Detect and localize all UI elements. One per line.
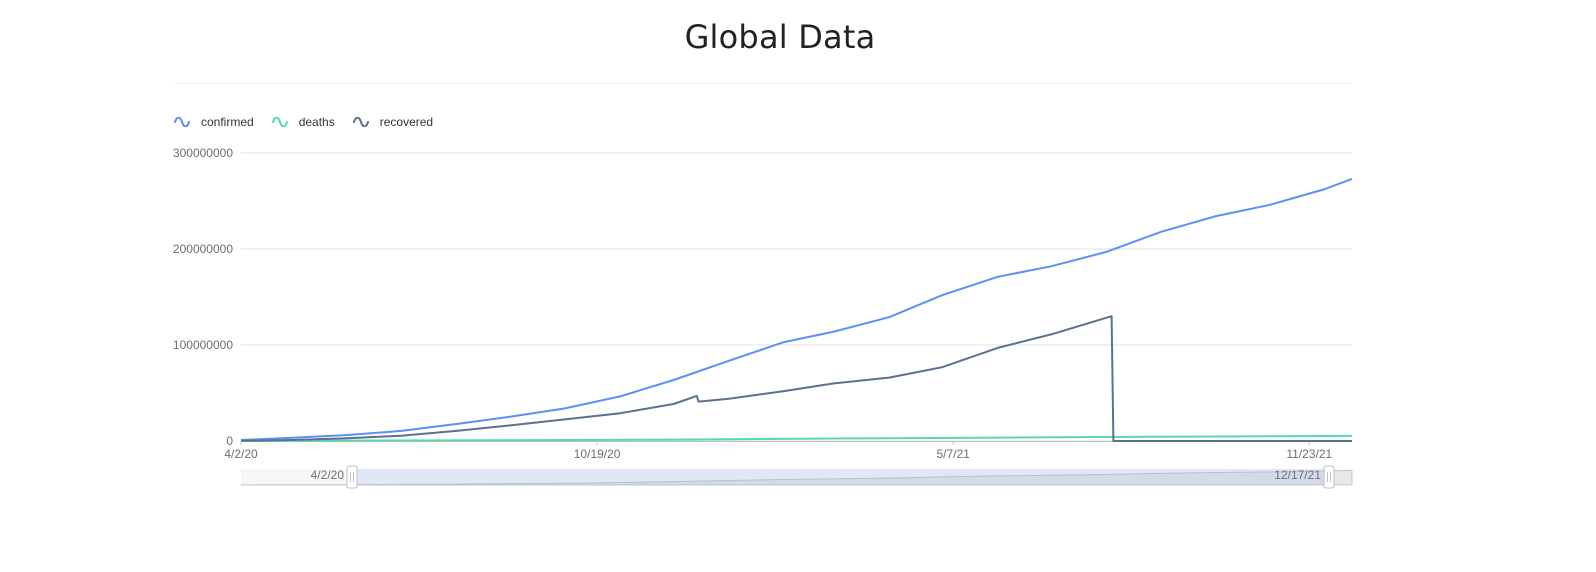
series-line-deaths [240,434,1353,442]
x-tick-label: 11/23/21 [1286,447,1332,461]
chart-legend: confirmed deaths recovered [174,112,451,132]
legend-label-confirmed: confirmed [201,115,254,129]
slider-handle-start[interactable] [346,465,358,489]
series-line-recovered [240,315,1352,442]
legend-label-recovered: recovered [379,115,434,129]
slider-handle-end[interactable] [1323,465,1335,489]
slider-start-label: 4/2/20 [311,468,345,482]
y-tick-label: 0 [226,434,233,448]
slider-end-label: 12/17/21 [1274,468,1321,482]
y-tick-label: 200000000 [173,242,233,256]
wave-icon [271,117,288,127]
slider-overview [240,469,1353,486]
y-tick-label: 100000000 [173,338,233,352]
page-title: Global Data [684,18,876,56]
slider-selection[interactable] [352,469,1329,485]
legend-item-confirmed[interactable]: confirmed [174,115,254,129]
legend-label-deaths: deaths [298,115,335,129]
title-divider [174,83,1352,84]
wave-icon [174,117,190,127]
y-tick-label: 300000000 [173,146,233,160]
x-tick-label: 10/19/20 [574,447,621,461]
legend-item-recovered[interactable]: recovered [352,115,434,129]
x-tick-label: 5/7/21 [936,447,970,461]
series-line-confirmed [240,177,1353,441]
legend-item-deaths[interactable]: deaths [271,115,335,129]
x-tick-label: 4/2/20 [224,447,258,461]
wave-icon [352,117,369,127]
